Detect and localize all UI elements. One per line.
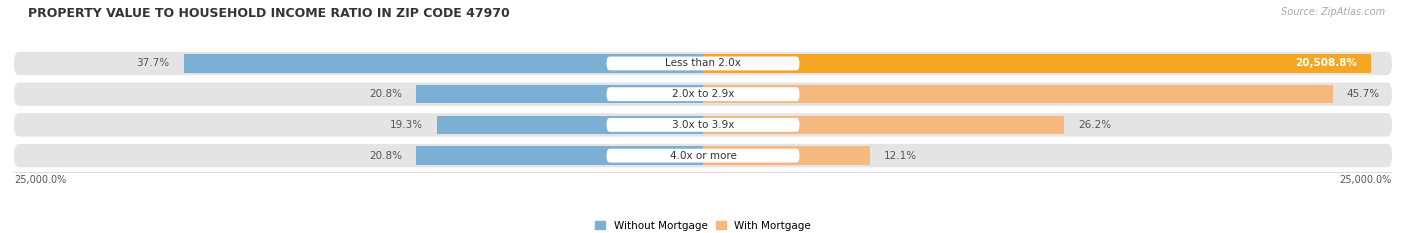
Text: 19.3%: 19.3%: [391, 120, 423, 130]
Text: 3.0x to 3.9x: 3.0x to 3.9x: [672, 120, 734, 130]
FancyBboxPatch shape: [606, 87, 800, 101]
FancyBboxPatch shape: [606, 57, 800, 70]
Bar: [437, 116, 703, 134]
FancyBboxPatch shape: [606, 149, 800, 163]
Text: 20.8%: 20.8%: [370, 151, 402, 161]
Text: Less than 2.0x: Less than 2.0x: [665, 58, 741, 69]
Text: 4.0x or more: 4.0x or more: [669, 151, 737, 161]
FancyBboxPatch shape: [14, 113, 1392, 137]
Bar: [703, 85, 1333, 103]
Bar: [703, 146, 870, 165]
Bar: [184, 54, 703, 73]
FancyBboxPatch shape: [14, 52, 1392, 75]
Text: Source: ZipAtlas.com: Source: ZipAtlas.com: [1281, 7, 1385, 17]
Text: 25,000.0%: 25,000.0%: [1340, 175, 1392, 185]
Bar: [703, 54, 1371, 73]
Text: 12.1%: 12.1%: [883, 151, 917, 161]
Bar: [416, 146, 703, 165]
Legend: Without Mortgage, With Mortgage: Without Mortgage, With Mortgage: [591, 217, 815, 233]
Bar: [703, 116, 1064, 134]
FancyBboxPatch shape: [606, 118, 800, 132]
Text: 45.7%: 45.7%: [1347, 89, 1379, 99]
Text: 2.0x to 2.9x: 2.0x to 2.9x: [672, 89, 734, 99]
Text: 25,000.0%: 25,000.0%: [14, 175, 66, 185]
Text: PROPERTY VALUE TO HOUSEHOLD INCOME RATIO IN ZIP CODE 47970: PROPERTY VALUE TO HOUSEHOLD INCOME RATIO…: [28, 7, 510, 20]
FancyBboxPatch shape: [14, 82, 1392, 106]
Text: 20,508.8%: 20,508.8%: [1295, 58, 1358, 69]
Bar: [416, 85, 703, 103]
Text: 26.2%: 26.2%: [1078, 120, 1111, 130]
FancyBboxPatch shape: [14, 144, 1392, 167]
Text: 20.8%: 20.8%: [370, 89, 402, 99]
Text: 37.7%: 37.7%: [136, 58, 170, 69]
